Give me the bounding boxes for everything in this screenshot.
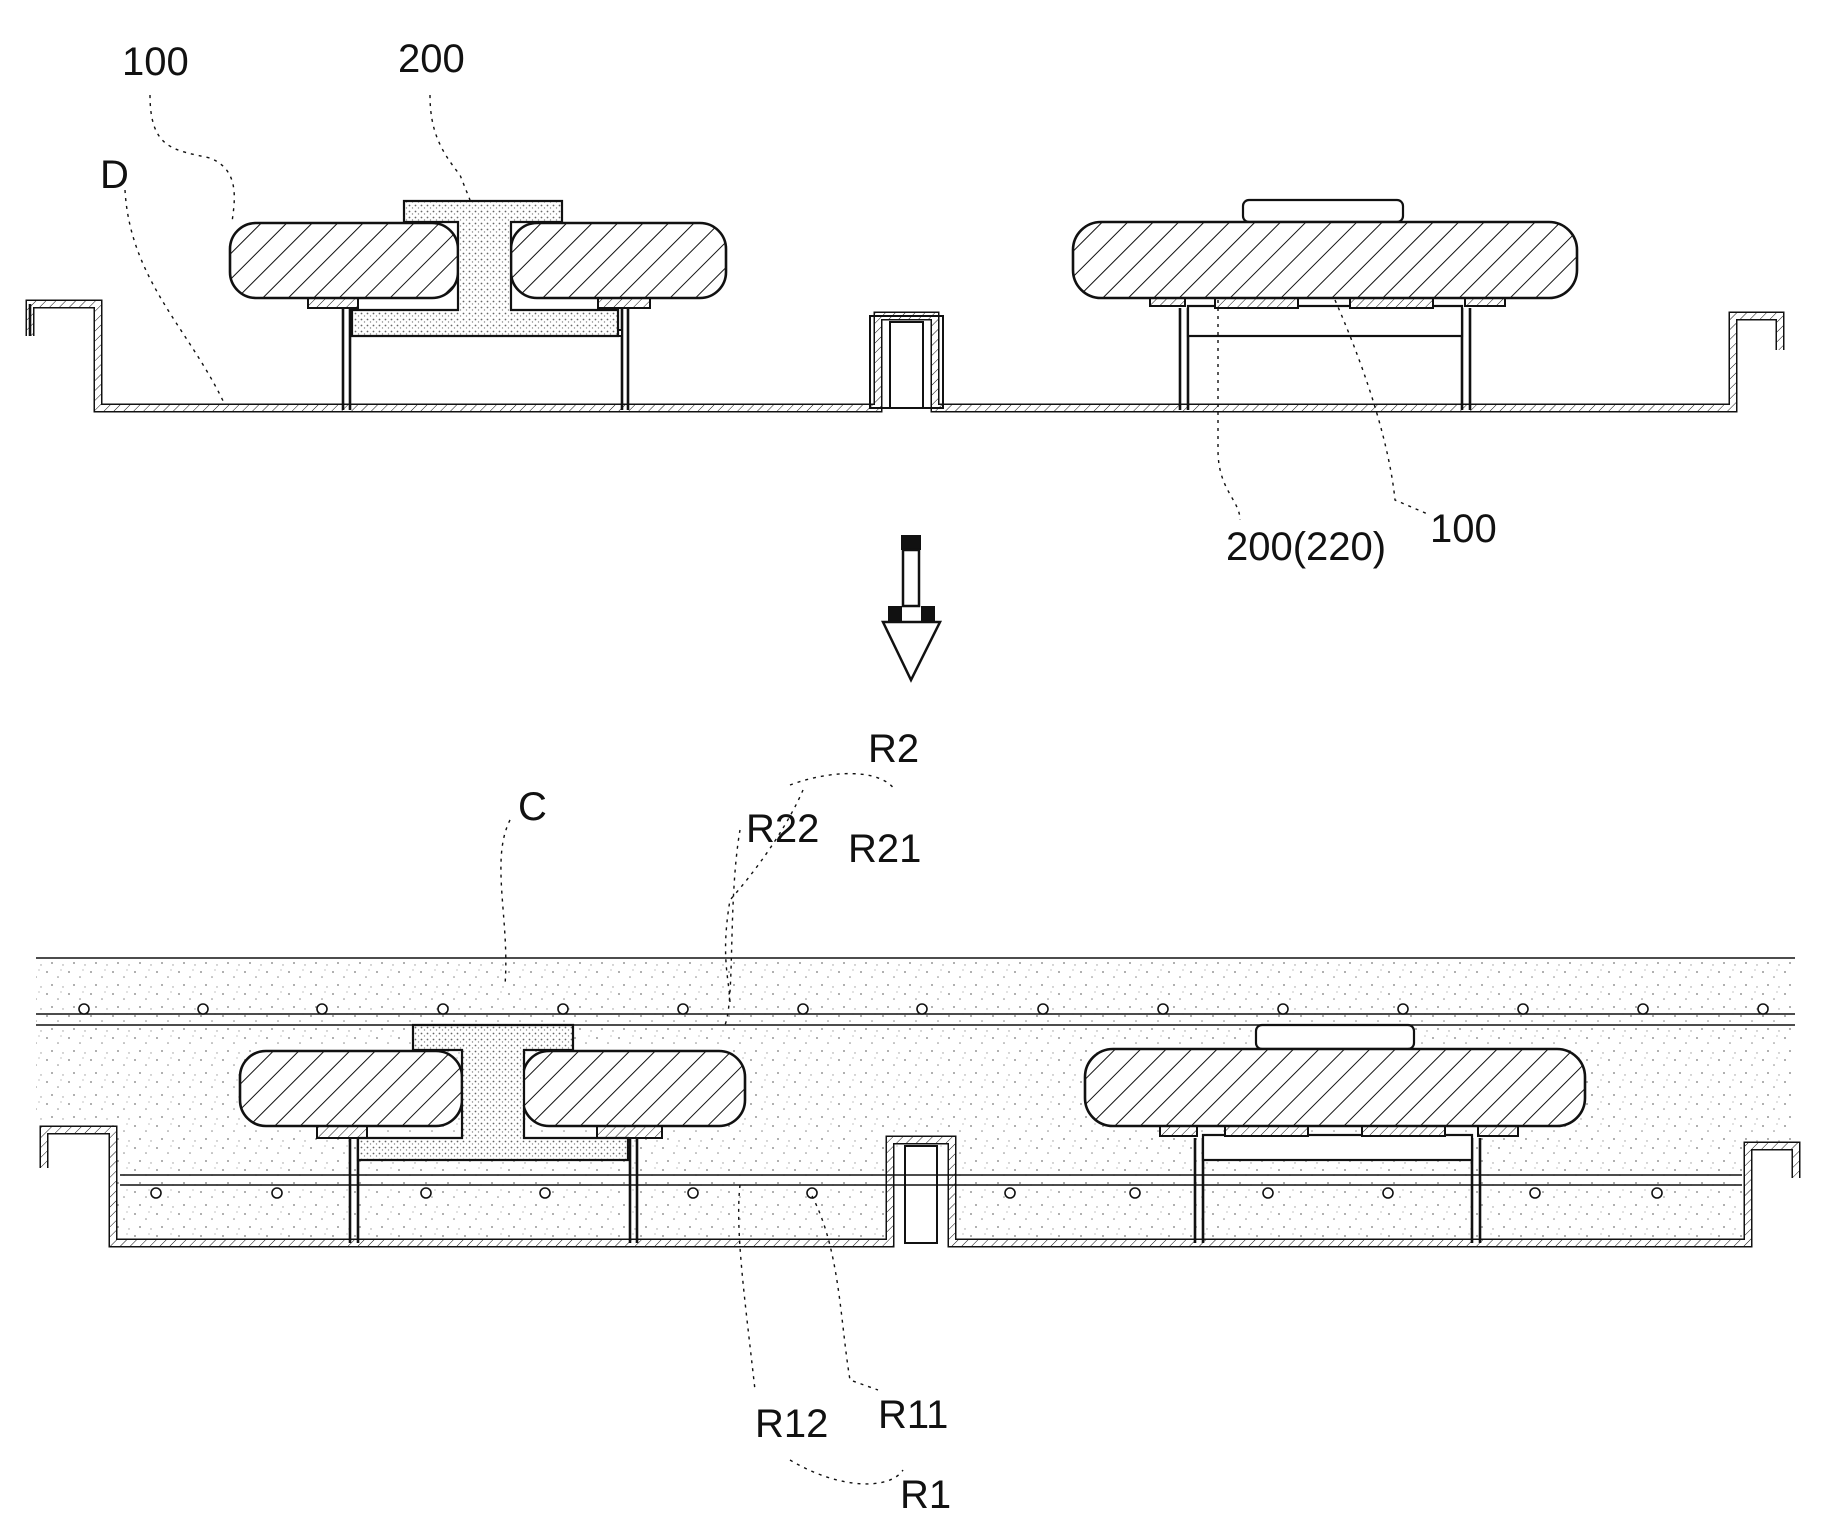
panel-100-left-a xyxy=(230,223,458,298)
left-panel-assembly-top xyxy=(230,201,726,410)
panel-100-right-bottom xyxy=(1085,1049,1585,1126)
label-D: D xyxy=(100,153,129,197)
label-C: C xyxy=(518,785,547,829)
label-200-top: 200 xyxy=(398,37,465,81)
right-panel-assembly-top xyxy=(1073,200,1577,410)
bottom-assembly: C R2 R22 R21 R12 R11 R1 xyxy=(36,727,1796,1517)
panel-100-right-top xyxy=(1073,222,1577,298)
label-R11: R11 xyxy=(878,1393,948,1437)
label-R2: R2 xyxy=(868,727,919,771)
plate-220-top xyxy=(1243,200,1403,222)
panel-100-left-bottom-a xyxy=(240,1051,462,1126)
label-100-top-right: 100 xyxy=(1430,507,1497,551)
label-200-220: 200(220) xyxy=(1226,525,1386,569)
label-R1: R1 xyxy=(900,1473,951,1517)
plate-220-bottom xyxy=(1256,1025,1414,1049)
label-R12: R12 xyxy=(755,1402,828,1446)
down-arrow-icon xyxy=(883,535,940,680)
label-R21: R21 xyxy=(848,827,921,871)
panel-100-left-bottom-b xyxy=(523,1051,745,1126)
top-assembly: 100 200 D 200(220) 100 xyxy=(30,37,1780,569)
label-100-top-left: 100 xyxy=(122,40,189,84)
label-R22: R22 xyxy=(746,807,819,851)
panel-100-left-b xyxy=(511,223,726,298)
